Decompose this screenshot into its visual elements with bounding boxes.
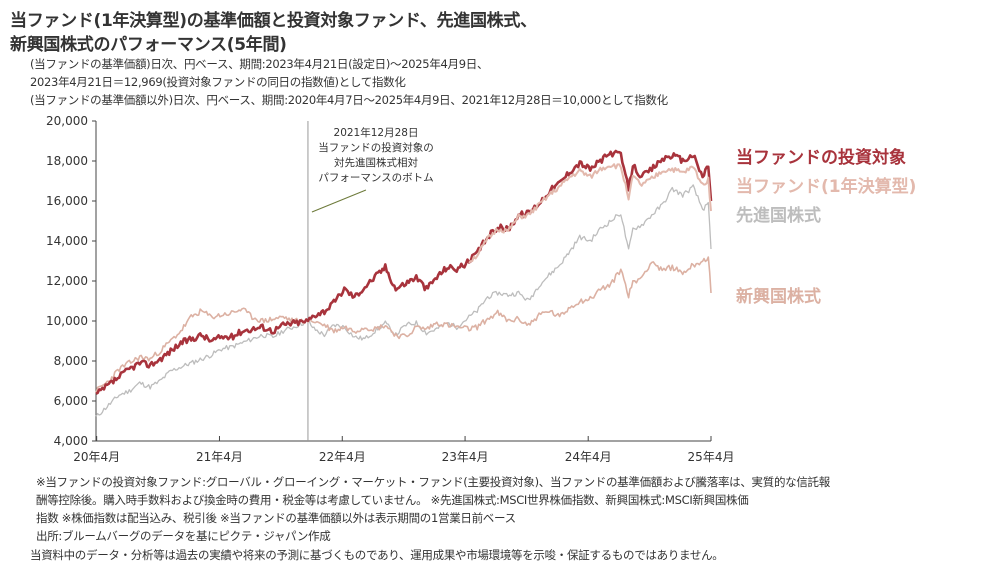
subtitle-line-1: (当ファンドの基準価額)日次、円ベース、期間:2023年4月21日(設定日)～2… bbox=[30, 57, 489, 71]
subtitle-line-2: 2023年4月21日＝12,969(投資対象ファンドの同日の指数値)として指数化 bbox=[30, 75, 406, 89]
footnote-line-1: ※当ファンドの投資対象ファンド:グローバル・グローイング・マーケット・ファンド(… bbox=[36, 475, 830, 489]
series-developed bbox=[95, 184, 712, 417]
series-target-fund bbox=[95, 149, 713, 395]
x-tick-label: 23年4月 bbox=[442, 450, 489, 464]
line-chart: 4,000 6,000 8,000 10,000 12,000 14,000 16,000 1… bbox=[46, 114, 734, 464]
y-tick-label: 6,000 bbox=[54, 394, 88, 408]
legend-this-fund: 当ファンド(1年決算型) bbox=[736, 177, 917, 197]
y-tick-label: 8,000 bbox=[54, 354, 88, 368]
footnote-line-2: 酬等控除後。購入時手数料および換金時の費用・税金等は考慮していません。 ※先進国… bbox=[36, 493, 749, 507]
series-emerging bbox=[95, 256, 712, 394]
legend-developed-equity: 先進国株式 bbox=[736, 206, 821, 226]
y-tick-label: 20,000 bbox=[46, 114, 88, 128]
series-this-fund bbox=[468, 163, 712, 264]
footnote-line-3: 指数 ※株価指数は配当込み、税引後 ※当ファンドの基準価額以外は表示期間の1営業… bbox=[36, 511, 516, 525]
y-tick-label: 16,000 bbox=[46, 194, 88, 208]
annotation-label: 2021年12月28日 当ファンドの投資対象の 対先進国株式相対 パフォーマンス… bbox=[296, 126, 456, 186]
annotation-line-3: 対先進国株式相対 bbox=[334, 157, 418, 169]
annotation-line-2: 当ファンドの投資対象の bbox=[318, 142, 434, 154]
y-tick-label: 18,000 bbox=[46, 154, 88, 168]
annotation-line-4: パフォーマンスのボトム bbox=[318, 172, 434, 184]
x-tick-label: 24年4月 bbox=[565, 450, 612, 464]
legend-target-fund: 当ファンドの投資対象 bbox=[736, 148, 906, 168]
x-tick-label: 25年4月 bbox=[688, 450, 735, 464]
annotation-pointer bbox=[311, 189, 367, 213]
x-tick-label: 21年4月 bbox=[196, 450, 243, 464]
chart-series bbox=[95, 149, 713, 417]
x-tick-label: 22年4月 bbox=[319, 450, 366, 464]
y-tick-label: 4,000 bbox=[54, 434, 88, 448]
y-tick-label: 14,000 bbox=[46, 234, 88, 248]
y-tick-label: 10,000 bbox=[46, 314, 88, 328]
disclaimer: 当資料中のデータ・分析等は過去の実績や将来の予測に基づくものであり、運用成果や市… bbox=[30, 548, 724, 562]
annotation-line-1: 2021年12月28日 bbox=[333, 127, 419, 139]
footnote-source: 出所:ブルームバーグのデータを基にピクテ・ジャパン作成 bbox=[36, 529, 331, 543]
subtitle-line-3: (当ファンドの基準価額以外)日次、円ベース、期間:2020年4月7日～2025年… bbox=[30, 93, 668, 107]
chart-title-line-1: 当ファンド(1年決算型)の基準価額と投資対象ファンド、先進国株式、 bbox=[10, 11, 537, 31]
x-tick-label: 20年4月 bbox=[73, 450, 120, 464]
legend-emerging-equity: 新興国株式 bbox=[736, 287, 821, 307]
chart-title-line-2: 新興国株式のパフォーマンス(5年間) bbox=[10, 35, 287, 55]
y-tick-label: 12,000 bbox=[46, 274, 88, 288]
chart-axes: 4,000 6,000 8,000 10,000 12,000 14,000 16,000 1… bbox=[46, 114, 734, 464]
